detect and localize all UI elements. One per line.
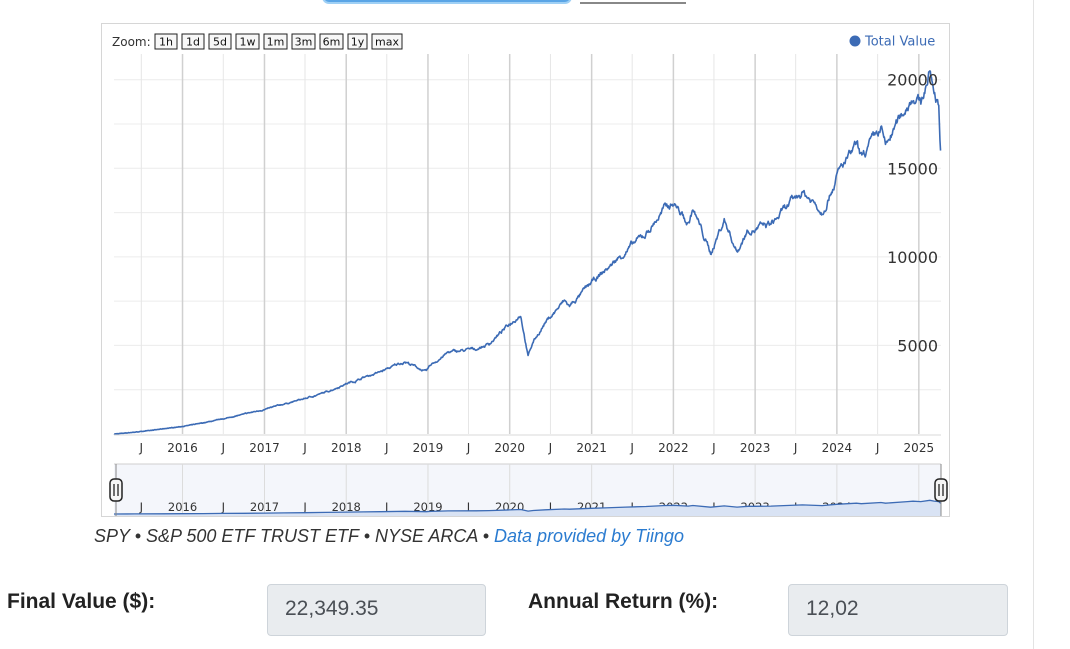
zoom-button-frame — [181, 33, 205, 50]
zoom-button-label: 3m — [295, 36, 313, 49]
x-tick-label: J — [221, 441, 226, 455]
navigator-tick-label: J — [302, 500, 306, 514]
zoom-button-frame — [319, 33, 344, 50]
handle-grip — [934, 478, 948, 502]
x-tick-label: J — [548, 441, 553, 455]
sidebar-divider — [1033, 0, 1034, 649]
chart-legend[interactable]: Total Value — [849, 35, 936, 50]
navigator-tick-label: 2017 — [250, 500, 279, 514]
annual-return-label: Annual Return (%): — [528, 590, 719, 613]
final-value-label: Final Value ($): — [7, 590, 156, 613]
grid-layer — [114, 54, 941, 434]
zoom-button-label: max — [375, 36, 399, 49]
handle-grip — [109, 478, 123, 502]
x-tick-label: J — [875, 441, 880, 455]
navigator-right-handle-icon[interactable] — [934, 478, 948, 502]
x-tick-label: J — [466, 441, 471, 455]
stock-chart: Zoom: 1h 1d 5d 1w 1m 3m 6m 1y max Total Value J 20… — [109, 33, 948, 516]
x-tick-label: 2019 — [413, 441, 444, 455]
zoom-1y-button[interactable]: 1y — [347, 33, 368, 50]
zoom-button-label: 1m — [267, 36, 285, 49]
navigator-tick-label: J — [139, 500, 143, 514]
x-tick-label: 2016 — [167, 441, 198, 455]
zoom-1h-button[interactable]: 1h — [154, 33, 178, 50]
data-source-caption: SPY • S&P 500 ETF TRUST ETF • NYSE ARCA … — [94, 526, 684, 547]
zoom-6m-button[interactable]: 6m — [319, 33, 344, 50]
zoom-button-label: 1w — [240, 36, 256, 49]
x-tick-label: 2023 — [740, 441, 771, 455]
navigator: J2016J2017J2018J2019J2020J2021J2022J2023… — [109, 463, 948, 516]
navigator-tick-label: J — [466, 500, 470, 514]
zoom-button-frame — [263, 33, 288, 50]
zoom-5d-button[interactable]: 5d — [208, 33, 232, 50]
zoom-max-button[interactable]: max — [371, 33, 403, 50]
x-tick-label: 2022 — [658, 441, 689, 455]
navigator-left-handle-icon[interactable] — [109, 478, 123, 502]
x-tick-label: 2021 — [576, 441, 607, 455]
final-value-field[interactable]: 22,349.35 — [267, 584, 486, 636]
zoom-button-frame — [208, 33, 232, 50]
source-text: SPY • S&P 500 ETF TRUST ETF • NYSE ARCA … — [94, 526, 495, 546]
x-tick-label: 2017 — [249, 441, 280, 455]
y-tick-label: 15000 — [887, 159, 938, 178]
navigator-tick-label: 2018 — [332, 500, 361, 514]
chart-container: Zoom: 1h 1d 5d 1w 1m 3m 6m 1y max Total Value J 20… — [101, 23, 950, 517]
x-tick-label: J — [384, 441, 389, 455]
zoom-toolbar: Zoom: 1h 1d 5d 1w 1m 3m 6m 1y max — [112, 33, 403, 50]
legend-label: Total Value — [864, 35, 935, 50]
x-tick-label: J — [139, 441, 144, 455]
navigator-tick-label: J — [221, 500, 225, 514]
zoom-button-frame — [347, 33, 368, 50]
series-layer — [113, 70, 942, 435]
zoom-button-frame — [235, 33, 260, 50]
navigator-tick-label: 2016 — [168, 500, 197, 514]
zoom-button-label: 1y — [351, 36, 365, 49]
series-line-total-value — [113, 70, 942, 435]
navigator-area — [114, 500, 941, 516]
zoom-button-label: 1h — [159, 36, 173, 49]
x-tick-label: J — [711, 441, 716, 455]
zoom-label: Zoom: — [112, 35, 151, 49]
zoom-3m-button[interactable]: 3m — [291, 33, 316, 50]
y-tick-label: 5000 — [897, 336, 938, 355]
navigator-tick-label: 2019 — [413, 500, 442, 514]
top-tab-partial[interactable] — [580, 0, 686, 4]
zoom-button-label: 5d — [213, 36, 227, 49]
zoom-1m-button[interactable]: 1m — [263, 33, 288, 50]
zoom-button-frame — [291, 33, 316, 50]
annual-return-field[interactable]: 12,02 — [788, 584, 1008, 636]
x-tick-label: 2020 — [494, 441, 525, 455]
zoom-button-label: 1d — [186, 36, 200, 49]
legend-marker-icon — [849, 35, 861, 47]
x-tick-label: 2018 — [331, 441, 362, 455]
x-tick-label: J — [302, 441, 307, 455]
zoom-1w-button[interactable]: 1w — [235, 33, 260, 50]
axis-layer: J 2016 J 2017 J 2018 J 2019 J 2020 J 2021 J 2022 J 2023… — [114, 71, 941, 455]
y-tick-label: 10000 — [887, 248, 938, 267]
zoom-1d-button[interactable]: 1d — [181, 33, 205, 50]
navigator-series-line — [113, 499, 942, 515]
y-tick-label: 20000 — [887, 71, 938, 90]
navigator-tick-label: J — [384, 500, 388, 514]
x-tick-label: 2024 — [822, 441, 853, 455]
navigator-tick-label: J — [548, 500, 552, 514]
x-tick-label: J — [629, 441, 634, 455]
x-tick-label: J — [793, 441, 798, 455]
zoom-button-frame — [154, 33, 178, 50]
zoom-button-label: 6m — [323, 36, 341, 49]
tiingo-link[interactable]: Data provided by Tiingo — [494, 526, 684, 546]
top-button-partial[interactable] — [322, 0, 572, 4]
zoom-button-frame — [371, 33, 403, 50]
x-tick-label: 2025 — [904, 441, 935, 455]
